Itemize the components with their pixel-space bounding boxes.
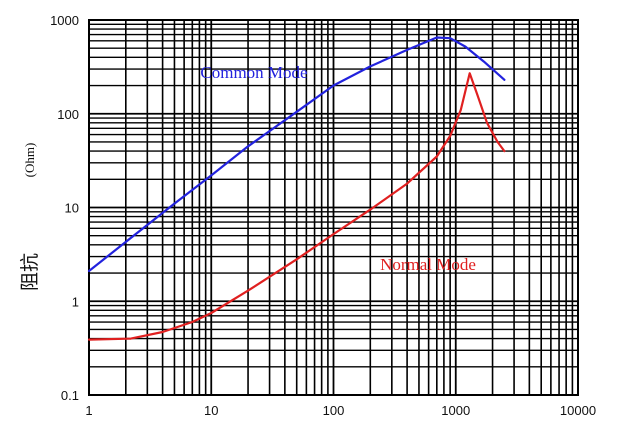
y-tick-label: 10 xyxy=(65,201,79,216)
chart-grid xyxy=(89,20,578,395)
y-axis-ticks: 0.1 1 10 100 1000 xyxy=(50,13,79,403)
x-tick-label: 10 xyxy=(204,403,218,418)
series-line-common-mode xyxy=(87,36,506,273)
y-tick-label: 100 xyxy=(57,107,79,122)
y-axis-unit: (Ohm) xyxy=(22,143,37,178)
x-axis-ticks: 1 10 100 1000 10000 xyxy=(85,403,596,418)
series-line-normal-mode xyxy=(87,72,506,341)
x-tick-label: 1 xyxy=(85,403,92,418)
series-layer xyxy=(87,36,506,341)
y-tick-label: 1 xyxy=(72,294,79,309)
y-tick-label: 0.1 xyxy=(61,388,79,403)
plot-frame xyxy=(88,19,579,396)
x-tick-label: 100 xyxy=(323,403,345,418)
x-tick-label: 10000 xyxy=(560,403,596,418)
normal-mode-label: Normal Mode xyxy=(380,255,476,274)
y-tick-label: 1000 xyxy=(50,13,79,28)
y-axis-label: 阻抗 xyxy=(19,253,41,291)
x-tick-label: 1000 xyxy=(441,403,470,418)
common-mode-label: Common Mode xyxy=(200,63,307,82)
